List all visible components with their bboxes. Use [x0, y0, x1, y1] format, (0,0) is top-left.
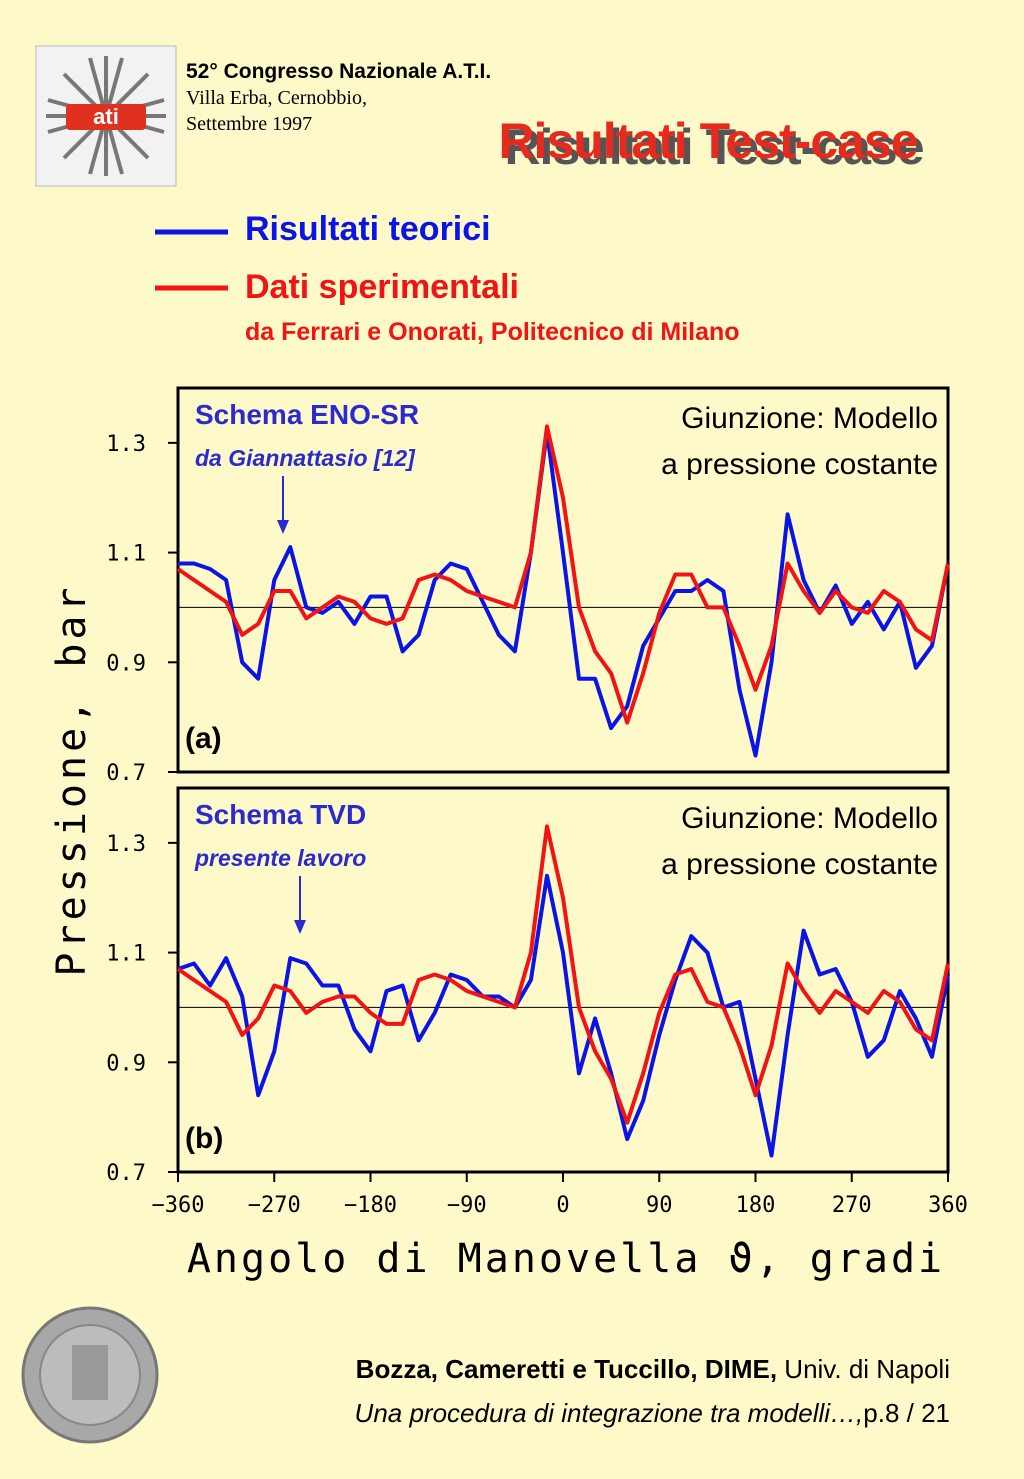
x-tick-label: 180 [736, 1193, 776, 1218]
footer-line-1: Bozza, Cameretti e Tuccillo, DIME, Univ.… [356, 1354, 950, 1384]
scheme-source: da Giannattasio [12] [195, 445, 416, 471]
legend-note: da Ferrari e Onorati, Politecnico di Mil… [245, 318, 740, 346]
junction-label: a pressione costante [661, 448, 938, 481]
legend-label: Dati sperimentali [245, 268, 519, 306]
y-axis-label: Pressione, bar [49, 583, 95, 976]
series-line [177, 873, 950, 1158]
congress: 52° Congresso Nazionale A.T.I. [186, 60, 491, 83]
title-shadow: Risultati Test-case [504, 119, 923, 175]
x-tick-label: −360 [152, 1193, 205, 1218]
logo-text: ati [93, 104, 119, 129]
junction-label: Giunzione: Modello [681, 402, 938, 435]
panel-label: (a) [185, 722, 222, 755]
x-tick-label: −270 [248, 1193, 301, 1218]
footer-line-2: Una procedura di integrazione tra modell… [355, 1398, 950, 1428]
x-tick-label: 360 [928, 1193, 968, 1218]
arrow-head [277, 520, 289, 534]
y-tick-label: 0.9 [106, 651, 146, 676]
panel-label: (b) [185, 1122, 223, 1155]
y-tick-label: 1.3 [106, 832, 146, 857]
y-tick-label: 0.7 [106, 761, 146, 786]
page-number: p.8 / 21 [863, 1398, 950, 1428]
x-tick-label: −180 [344, 1193, 397, 1218]
authors: Bozza, Cameretti e Tuccillo, DIME, [356, 1354, 777, 1384]
place: Villa Erba, Cernobbio, [186, 87, 367, 109]
logo: ati [35, 45, 177, 187]
y-tick-label: 1.3 [106, 432, 146, 457]
work: Una procedura di integrazione tra modell… [355, 1398, 864, 1428]
x-tick-label: 270 [832, 1193, 872, 1218]
scheme-source: presente lavoro [194, 845, 366, 871]
x-tick-label: 0 [556, 1193, 569, 1218]
arrow-head [294, 920, 306, 934]
title: Risultati Test-case [498, 113, 917, 169]
series-line [176, 824, 950, 1125]
seal [21, 1306, 159, 1444]
junction-label: Giunzione: Modello [681, 802, 938, 835]
y-tick-label: 1.1 [106, 942, 146, 967]
x-tick-label: −90 [447, 1193, 487, 1218]
x-axis-label: Angolo di Manovella ϑ, gradi [187, 1236, 945, 1282]
scheme-label: Schema TVD [195, 799, 366, 830]
y-tick-label: 1.1 [106, 542, 146, 567]
university: Univ. di Napoli [777, 1354, 950, 1384]
legend-label: Risultati teorici [245, 210, 491, 248]
date: Settembre 1997 [186, 113, 312, 135]
scheme-label: Schema ENO-SR [195, 399, 419, 430]
y-tick-label: 0.9 [106, 1051, 146, 1076]
plot-area [176, 386, 950, 774]
junction-label: a pressione costante [661, 848, 938, 881]
series-line [176, 424, 950, 725]
x-tick-label: 90 [646, 1193, 673, 1218]
y-tick-label: 0.7 [106, 1161, 146, 1186]
